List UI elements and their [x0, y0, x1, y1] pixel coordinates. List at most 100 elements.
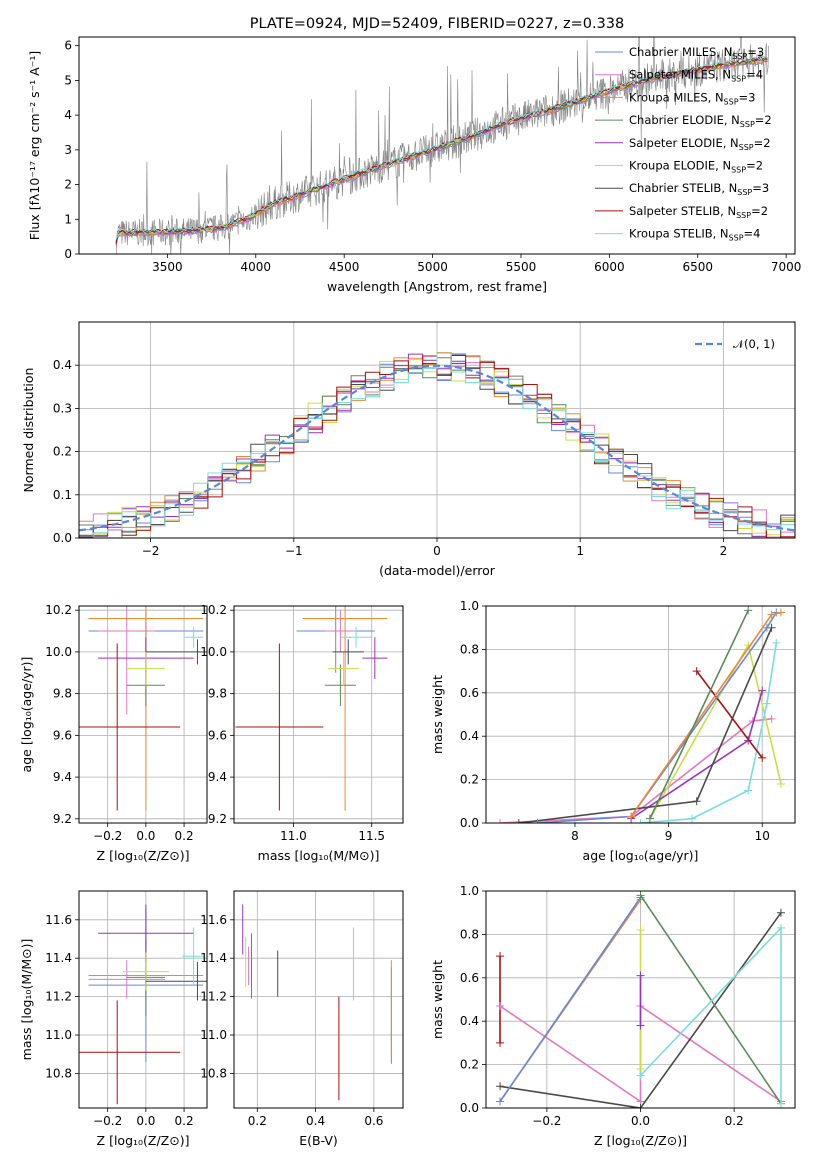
panel-massweight_vs_age: 8 9 10 0.0 0.2 0.4 0.6 0.8 1.0 age [log₁₀(age/yr)…: [430, 599, 796, 863]
x-tick-label: 0: [433, 544, 441, 558]
point-marker-kroupa_stelib: [636, 1071, 645, 1080]
x-tick-label: 0.2: [248, 1114, 267, 1128]
legend-label: Salpeter ELODIE, NSSP=2: [629, 136, 771, 152]
y-tick-label: 0.1: [53, 488, 72, 502]
y-tick-label: 0.6: [460, 971, 479, 985]
y-tick-label: 0.4: [53, 358, 72, 372]
legend-label: Kroupa STELIB, NSSP=4: [629, 227, 760, 243]
y-tick-label: 0.0: [460, 1101, 479, 1115]
point-marker-kroupa_stelib: [776, 923, 785, 932]
x-tick-label: −1: [285, 544, 303, 558]
y-tick-label: 9.6: [208, 728, 227, 742]
y-tick-label: 9.8: [53, 687, 72, 701]
x-tick-label: 5500: [506, 260, 537, 274]
legend-label: Chabrier STELIB, NSSP=3: [629, 181, 769, 197]
y-tick-label: 6: [64, 39, 72, 53]
plot-area: [79, 606, 207, 811]
point-marker-kroupa_stelib: [688, 814, 696, 823]
x-tick-label: 9: [665, 829, 673, 843]
x-axis-label: Z [log₁₀(Z/Z⊙)]: [594, 1133, 687, 1148]
y-tick-label: 11.0: [45, 1028, 72, 1042]
point-marker-chabrier_elodie: [645, 814, 654, 823]
y-tick-label: 11.2: [200, 990, 227, 1004]
legend-label: Salpeter STELIB, NSSP=2: [629, 204, 768, 220]
point-marker-kroupa_stelib: [744, 786, 753, 795]
x-tick-label: 10: [755, 829, 770, 843]
y-tick-label: 10.8: [45, 1066, 72, 1080]
x-tick-label: 0.0: [136, 1114, 155, 1128]
y-tick-label: 9.2: [53, 812, 72, 826]
y-axis-label: age [log₁₀(age/yr)]: [19, 657, 34, 773]
x-tick-label: −0.2: [532, 1114, 561, 1128]
legend-label: Salpeter MILES, NSSP=4: [629, 68, 763, 84]
y-tick-label: 0.6: [460, 686, 479, 700]
y-tick-label: 11.4: [45, 951, 72, 965]
weight-line-kroupa_stelib: [639, 925, 782, 1104]
plot-area: [242, 904, 392, 1101]
axes-frame: [78, 36, 796, 255]
y-tick-label: 0: [64, 247, 72, 261]
y-tick-label: 9.6: [53, 728, 72, 742]
x-tick-label: 4000: [241, 260, 272, 274]
y-tick-label: 4: [64, 108, 72, 122]
point-marker-chabrier_stelib: [692, 797, 701, 806]
point-marker-chabrier_stelib: [636, 1104, 645, 1108]
y-tick-label: 11.4: [200, 951, 227, 965]
y-tick-label: 11.0: [200, 1028, 227, 1042]
panel-mass_vs_ebv: 0.2 0.4 0.6 10.8 11.0 11.2 11.4 11.6 E(B-V): [200, 890, 404, 1148]
y-tick-label: 11.6: [45, 913, 72, 927]
y-tick-label: 0.0: [53, 531, 72, 545]
x-tick-label: 8: [571, 829, 579, 843]
x-tick-label: 5000: [417, 260, 448, 274]
weight-line-chabrier_elodie: [649, 609, 749, 820]
y-tick-label: 0.0: [460, 816, 479, 830]
x-axis-label: (data-model)/error: [379, 563, 496, 578]
y-tick-label: 0.4: [460, 1014, 479, 1028]
y-tick-label: 10.0: [45, 645, 72, 659]
axes-frame: [485, 890, 796, 1109]
x-tick-label: 0.2: [725, 1114, 744, 1128]
x-tick-label: 3500: [152, 260, 183, 274]
y-axis-label: mass weight: [430, 960, 445, 1039]
point-marker-kroupa_miles: [776, 608, 785, 617]
x-tick-label: 0.2: [175, 1114, 194, 1128]
histogram-kroupa_stelib: [79, 352, 795, 538]
x-tick-label: −0.2: [93, 829, 122, 843]
chart-title: PLATE=0924, MJD=52409, FIBERID=0227, z=0…: [250, 16, 624, 32]
x-tick-label: 0.2: [175, 829, 194, 843]
x-tick-label: 0.4: [306, 1114, 325, 1128]
legend-label: Chabrier MILES, NSSP=3: [629, 45, 764, 61]
y-tick-label: 1.0: [460, 599, 479, 613]
y-tick-label: 11.2: [45, 990, 72, 1004]
x-axis-label: age [log₁₀(age/yr)]: [583, 848, 699, 863]
point-marker-salpeter_elodie: [636, 971, 645, 980]
y-tick-label: 9.2: [208, 812, 227, 826]
legend-label: Chabrier ELODIE, NSSP=2: [629, 113, 772, 129]
y-tick-label: 2: [64, 178, 72, 192]
y-axis-label: mass [log₁₀(M/M⊙)]: [19, 939, 34, 1061]
x-tick-label: 2: [720, 544, 728, 558]
plot-area: [79, 352, 795, 538]
y-tick-label: 0.4: [460, 729, 479, 743]
model-line-chabrier_stelib: [115, 57, 768, 243]
y-tick-label: 0.8: [460, 927, 479, 941]
x-tick-label: 1: [576, 544, 584, 558]
legend: 𝒩(0, 1): [695, 337, 775, 351]
plot-area: [496, 891, 785, 1108]
x-tick-label: 11.5: [358, 829, 385, 843]
point-marker-chabrier_miles: [496, 1097, 505, 1106]
point-marker-kroupa_miles: [627, 812, 636, 821]
y-tick-label: 10.8: [200, 1066, 227, 1080]
point-marker-salpeter_miles: [767, 714, 776, 723]
x-tick-label: 6000: [594, 260, 625, 274]
y-tick-label: 0.2: [53, 445, 72, 459]
y-tick-label: 0.2: [460, 1058, 479, 1072]
model-line-kroupa_stelib: [115, 55, 768, 240]
point-marker-salpeter_elodie: [758, 686, 767, 695]
point-marker-kroupa_elodie: [776, 779, 785, 788]
panel-spectrum: 3500 4000 4500 5000 5500 6000 6500 7000 0 1 2 3 4 5 6 w…: [27, 16, 801, 294]
point-marker-chabrier_stelib: [776, 908, 785, 917]
panel-mass_vs_Z: −0.2 0.0 0.2 10.8 11.0 11.2 11.4 11.6 Z [log₁₀(Z…: [19, 890, 208, 1148]
y-tick-label: 3: [64, 143, 72, 157]
y-tick-label: 1: [64, 212, 72, 226]
